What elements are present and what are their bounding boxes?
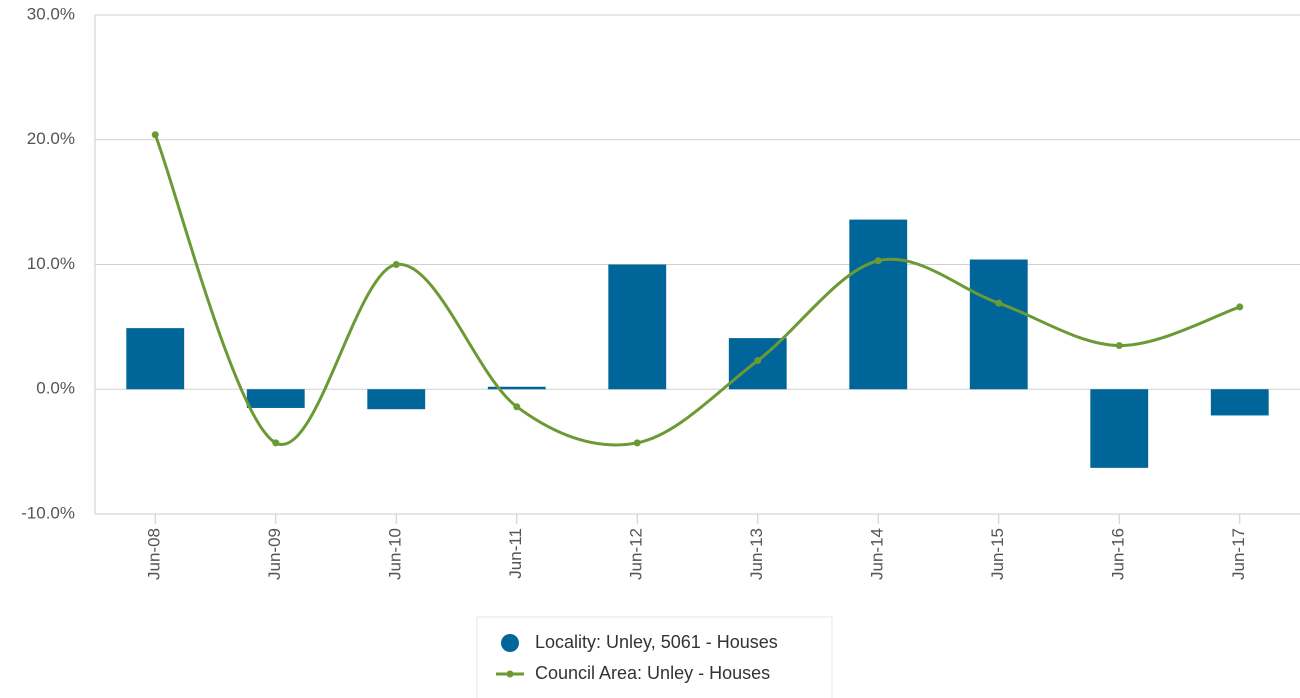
line-point [1236,303,1244,311]
x-tick-label: Jun-14 [868,528,887,580]
x-tick-label: Jun-17 [1229,528,1248,580]
legend-label: Council Area: Unley - Houses [535,663,770,683]
bar [969,259,1028,390]
bar [1090,389,1149,468]
line-point [513,403,521,411]
x-tick-label: Jun-11 [506,528,525,579]
x-tick-label: Jun-13 [747,528,766,580]
legend-box [476,616,833,698]
line [153,134,1241,447]
y-tick-label: -10.0% [21,503,75,522]
x-tick-label: Jun-08 [145,528,164,580]
line-point [272,439,280,447]
bar [126,328,185,390]
legend-symbol [501,634,519,652]
x-tick-label: Jun-16 [1109,528,1128,580]
line-point [874,257,882,265]
line-point [151,131,159,139]
x-tick-label: Jun-12 [627,528,646,580]
y-tick-label: 10.0% [27,254,75,273]
legend-label: Locality: Unley, 5061 - Houses [535,632,778,652]
x-tick-label: Jun-15 [988,528,1007,580]
line-point [754,357,762,365]
legend-symbol [506,670,514,678]
line-point [392,261,400,268]
bar [849,219,908,390]
y-tick-label: 20.0% [27,129,75,148]
line-point [633,439,641,447]
line-point [995,299,1003,307]
bar [1210,389,1269,416]
x-tick-label: Jun-09 [265,528,284,580]
y-tick-label: 0.0% [36,379,75,398]
x-tick-label: Jun-10 [386,528,405,580]
bar [367,389,426,410]
bar [608,264,667,390]
line-point [1115,342,1123,350]
bar [246,389,305,408]
y-tick-label: 30.0% [27,4,75,23]
bar [487,386,546,390]
